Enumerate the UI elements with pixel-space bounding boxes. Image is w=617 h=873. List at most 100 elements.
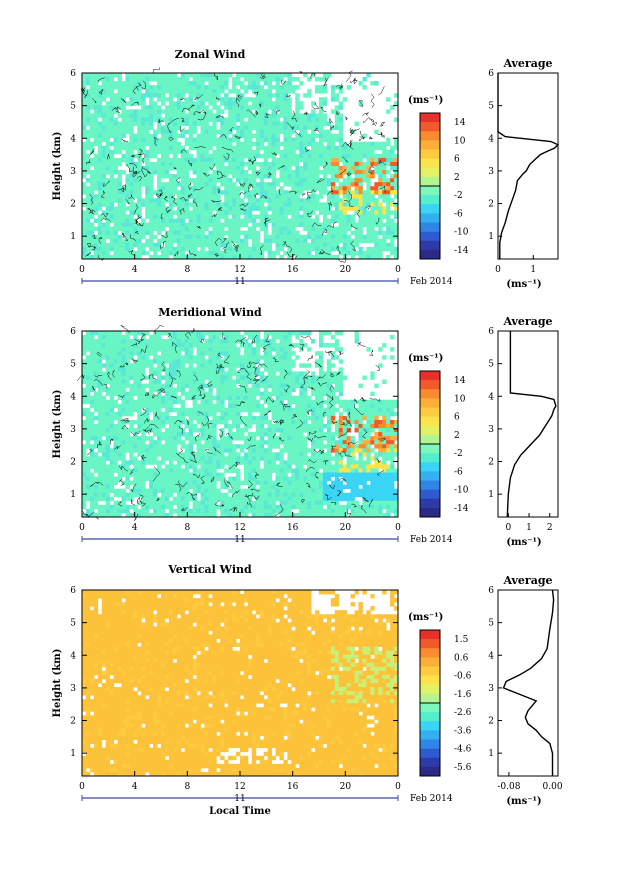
heatmap-cell bbox=[85, 355, 91, 360]
heatmap-cell bbox=[315, 125, 320, 131]
heatmap-cell bbox=[243, 347, 249, 352]
heatmap-cell bbox=[228, 351, 233, 356]
heatmap-cell bbox=[82, 347, 87, 352]
heatmap-cell bbox=[109, 339, 114, 344]
heatmap-cell bbox=[172, 129, 178, 135]
heatmap-cell bbox=[145, 77, 150, 82]
heatmap-cell bbox=[212, 81, 217, 86]
heatmap-cell bbox=[192, 166, 197, 171]
heatmap-cell bbox=[97, 182, 103, 187]
heatmap-cell bbox=[366, 202, 371, 207]
heatmap-cell bbox=[271, 170, 276, 175]
heatmap-cell bbox=[172, 234, 178, 240]
heatmap-cell bbox=[240, 363, 245, 368]
heatmap-cell bbox=[267, 166, 272, 171]
heatmap-cell bbox=[259, 125, 265, 131]
heatmap-cell bbox=[137, 375, 142, 380]
heatmap-cell bbox=[330, 153, 336, 159]
heatmap-cell bbox=[275, 367, 280, 372]
heatmap-cell bbox=[303, 170, 308, 175]
heatmap-cell bbox=[271, 391, 276, 397]
heatmap-cell bbox=[141, 149, 146, 155]
heatmap-cell bbox=[322, 210, 328, 215]
heatmap-cell bbox=[184, 238, 190, 244]
heatmap-cell bbox=[224, 375, 229, 380]
heatmap-cell bbox=[362, 202, 367, 207]
heatmap-cell bbox=[220, 415, 225, 421]
heatmap-cell bbox=[125, 432, 130, 437]
heatmap-cell bbox=[295, 190, 300, 195]
heatmap-cell bbox=[121, 202, 126, 207]
heatmap-cell bbox=[216, 331, 221, 336]
heatmap-cell bbox=[354, 153, 359, 159]
heatmap-cell bbox=[295, 117, 300, 122]
heatmap-cell bbox=[125, 153, 130, 159]
heatmap-cell bbox=[315, 359, 320, 364]
heatmap-cell bbox=[259, 419, 265, 425]
heatmap-cell bbox=[271, 137, 276, 143]
heatmap-cell bbox=[164, 395, 170, 401]
heatmap-cell bbox=[236, 149, 241, 155]
heatmap-cell bbox=[149, 347, 154, 352]
heatmap-cell bbox=[117, 190, 122, 195]
heatmap-cell bbox=[346, 415, 351, 421]
heatmap-cell bbox=[279, 218, 284, 224]
heatmap-cell bbox=[82, 238, 87, 244]
heatmap-cell bbox=[358, 254, 363, 260]
heatmap-cell bbox=[279, 214, 284, 219]
heatmap-cell bbox=[374, 166, 379, 171]
heatmap-cell bbox=[251, 125, 257, 131]
heatmap-cell bbox=[176, 89, 182, 94]
heatmap-cell bbox=[101, 335, 107, 340]
heatmap-cell bbox=[204, 117, 209, 122]
heatmap-cell bbox=[196, 371, 201, 376]
heatmap-cell bbox=[291, 440, 296, 445]
heatmap-cell bbox=[117, 206, 122, 211]
heatmap-cell bbox=[89, 375, 95, 380]
heatmap-cell bbox=[85, 331, 91, 336]
heatmap-cell bbox=[101, 125, 107, 131]
heatmap-cell bbox=[322, 202, 328, 207]
heatmap-cell bbox=[184, 444, 190, 449]
heatmap-cell bbox=[243, 419, 249, 425]
heatmap-cell bbox=[358, 424, 363, 429]
heatmap-cell bbox=[315, 424, 320, 429]
heatmap-cell bbox=[125, 331, 130, 336]
heatmap-cell bbox=[224, 343, 229, 348]
heatmap-cell bbox=[386, 444, 391, 449]
heatmap-cell bbox=[192, 137, 197, 143]
heatmap-cell bbox=[220, 117, 225, 122]
heatmap-cell bbox=[275, 81, 280, 86]
heatmap-cell bbox=[330, 174, 336, 179]
heatmap-cell bbox=[184, 121, 190, 126]
heatmap-cell bbox=[342, 452, 348, 457]
heatmap-cell bbox=[168, 157, 174, 163]
heatmap-cell bbox=[89, 194, 95, 199]
heatmap-cell bbox=[129, 347, 134, 352]
heatmap-cell bbox=[330, 218, 336, 224]
heatmap-cell bbox=[299, 190, 304, 195]
heatmap-cell bbox=[105, 359, 111, 364]
heatmap-cell bbox=[109, 452, 114, 457]
heatmap-cell bbox=[240, 218, 245, 224]
heatmap-cell bbox=[109, 419, 114, 425]
heatmap-cell bbox=[220, 452, 225, 457]
heatmap-cell bbox=[161, 234, 166, 240]
heatmap-cell bbox=[319, 391, 324, 397]
heatmap-cell bbox=[346, 206, 351, 211]
heatmap-cell bbox=[200, 436, 205, 441]
heatmap-cell bbox=[390, 202, 395, 207]
heatmap-cell bbox=[137, 166, 142, 171]
heatmap-cell bbox=[338, 157, 344, 163]
heatmap-cell bbox=[263, 153, 269, 159]
heatmap-cell bbox=[161, 190, 166, 195]
heatmap-cell bbox=[291, 419, 296, 425]
heatmap-cell bbox=[259, 93, 265, 98]
heatmap-cell bbox=[374, 246, 379, 252]
colorbar-swatch bbox=[420, 222, 440, 232]
heatmap-cell bbox=[82, 93, 87, 98]
heatmap-cell bbox=[168, 375, 174, 380]
heatmap-cell bbox=[85, 81, 91, 86]
heatmap-cell bbox=[97, 331, 103, 336]
heatmap-cell bbox=[196, 387, 201, 393]
